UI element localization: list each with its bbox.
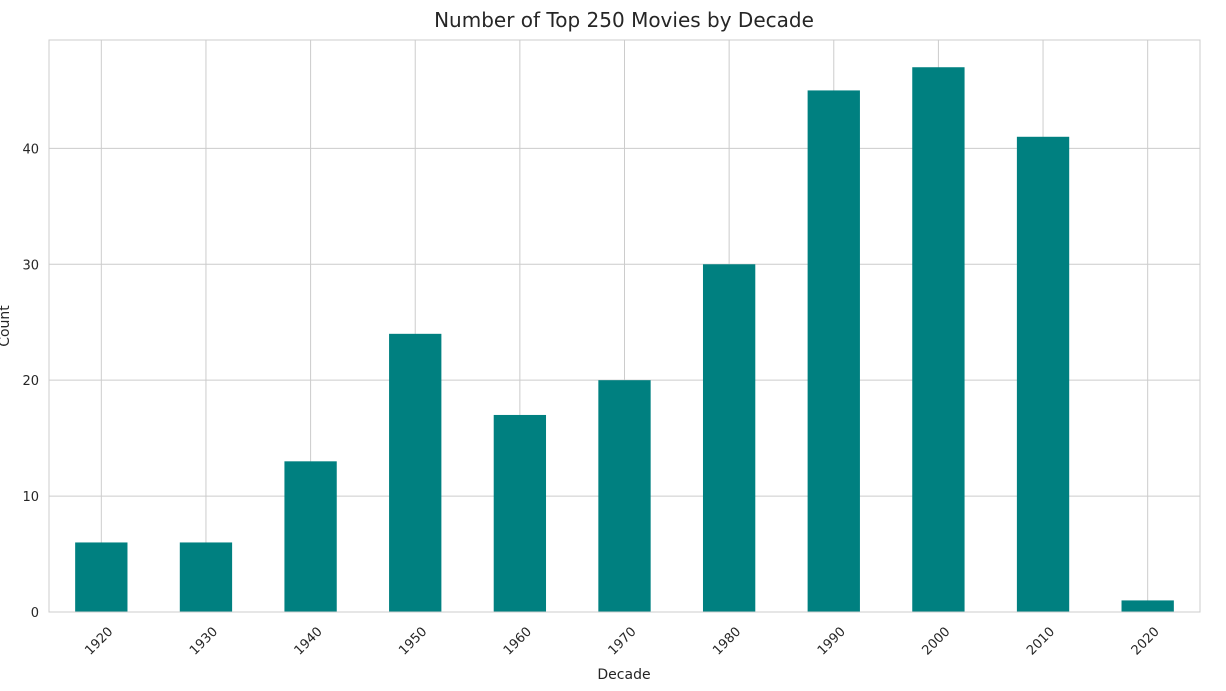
- x-tick-label: 1990: [815, 624, 849, 658]
- y-axis-label: Count: [0, 305, 13, 347]
- x-tick-label: 2020: [1129, 624, 1163, 658]
- x-tick-label: 1980: [710, 624, 744, 658]
- y-tick-label: 20: [22, 374, 39, 389]
- x-tick-label: 1930: [187, 624, 221, 658]
- bar-2000: [912, 67, 965, 612]
- bar-1960: [493, 414, 547, 612]
- x-tick-label: 1970: [606, 624, 640, 658]
- bar-1990: [807, 90, 860, 613]
- bar-1970: [598, 380, 651, 612]
- chart-title: Number of Top 250 Movies by Decade: [434, 8, 814, 32]
- plot-frame: [48, 39, 1201, 613]
- bar-2020: [1121, 600, 1174, 612]
- bar-1940: [284, 461, 337, 612]
- bar-1980: [702, 264, 756, 612]
- y-tick-label: 30: [22, 258, 39, 273]
- x-tick-label: 1960: [501, 624, 535, 658]
- x-tick-label: 1940: [292, 624, 326, 658]
- x-tick-label: 1920: [82, 624, 116, 658]
- bar-1920: [75, 542, 128, 612]
- x-tick-label: 2000: [919, 624, 953, 658]
- x-tick-label: 1950: [396, 624, 430, 658]
- bar-1950: [389, 333, 442, 612]
- bar-2010: [1016, 136, 1070, 612]
- x-tick-labels: 1920 1930 1940 1950 1960 1970 1980 1990 2000 2010…: [82, 624, 1162, 658]
- y-tick-label: 40: [22, 142, 39, 157]
- y-tick-label: 10: [22, 490, 39, 505]
- x-axis-label: Decade: [597, 667, 650, 683]
- bars: [75, 67, 1174, 613]
- y-tick-labels: 0 10 20 30 40: [22, 142, 39, 621]
- x-tick-label: 2010: [1024, 624, 1058, 658]
- y-tick-label: 0: [31, 606, 39, 621]
- bar-1930: [179, 542, 233, 612]
